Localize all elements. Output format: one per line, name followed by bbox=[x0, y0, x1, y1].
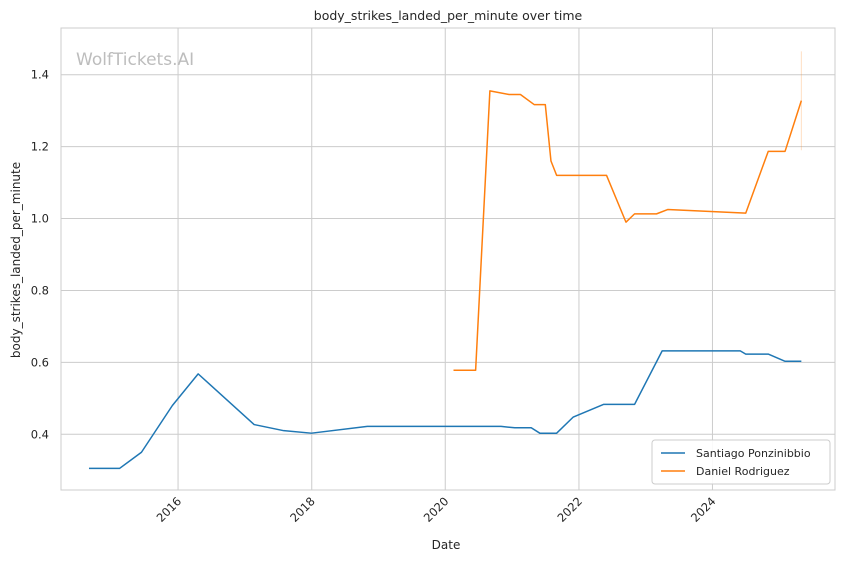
series-line-santiago-ponzinibbio bbox=[88, 350, 802, 470]
legend-box bbox=[651, 439, 831, 485]
y-tick-labels: 0.4 0.6 0.8 1.0 1.2 1.4 bbox=[31, 68, 49, 442]
watermark: WolfTickets.AI bbox=[76, 50, 194, 70]
legend-label-santiago-ponzinibbio: Santiago Ponzinibbio bbox=[696, 447, 811, 460]
x-tick-label: 2022 bbox=[554, 494, 585, 525]
chart-title: body_strikes_landed_per_minute over time bbox=[314, 8, 583, 23]
y-tick-label: 0.6 bbox=[31, 355, 49, 369]
x-tick-labels: 2016 2018 2020 2022 2024 bbox=[154, 494, 719, 525]
y-tick-label: 0.8 bbox=[31, 283, 49, 297]
y-tick-label: 1.0 bbox=[31, 212, 49, 226]
x-tick-label: 2016 bbox=[154, 494, 185, 525]
x-tick-label: 2024 bbox=[688, 494, 719, 525]
series-line-daniel-rodriguez bbox=[453, 90, 803, 372]
x-tick-label: 2018 bbox=[287, 494, 318, 525]
legend-label-daniel-rodriguez: Daniel Rodriguez bbox=[696, 465, 790, 478]
y-tick-label: 0.4 bbox=[31, 427, 49, 441]
series-layer bbox=[88, 51, 803, 470]
y-tick-label: 1.2 bbox=[31, 140, 49, 154]
legend: Santiago Ponzinibbio Daniel Rodriguez bbox=[651, 439, 831, 485]
y-axis-label: body_strikes_landed_per_minute bbox=[9, 162, 23, 358]
plot-area bbox=[60, 27, 836, 491]
x-tick-label: 2020 bbox=[421, 494, 452, 525]
y-tick-label: 1.4 bbox=[31, 68, 49, 82]
grid-lines bbox=[61, 28, 835, 490]
x-axis-label: Date bbox=[432, 538, 461, 552]
